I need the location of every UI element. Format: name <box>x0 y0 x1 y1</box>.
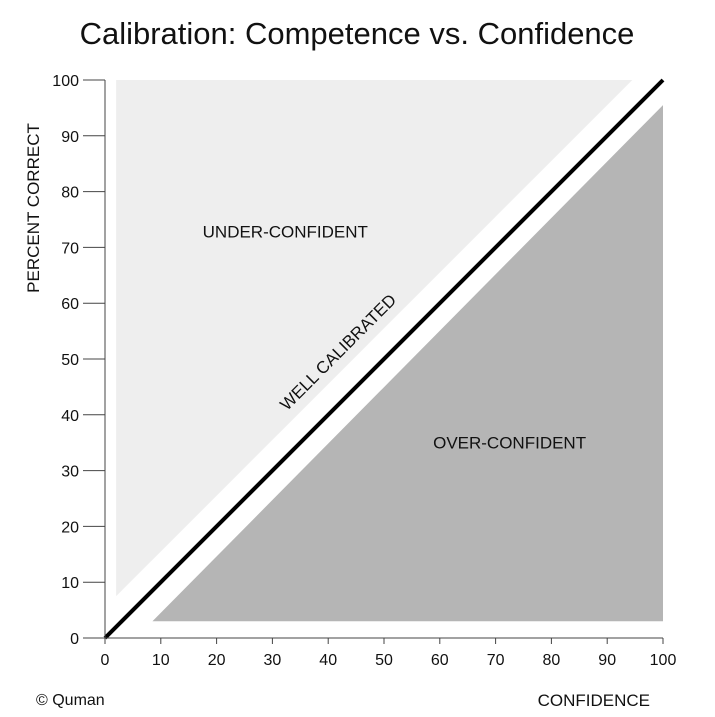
x-tick-label: 70 <box>487 652 505 669</box>
x-axis-label: CONFIDENCE <box>538 691 650 710</box>
x-tick-label: 80 <box>543 652 561 669</box>
y-tick-label: 0 <box>70 631 79 648</box>
y-tick-label: 70 <box>61 240 79 257</box>
y-axis-ticks: 0 10 20 30 40 50 60 70 80 90 100 <box>52 73 105 648</box>
under-confident-region <box>116 80 633 597</box>
under-confident-label: UNDER-CONFIDENT <box>203 222 368 241</box>
y-axis-label: PERCENT CORRECT <box>24 123 43 293</box>
x-tick-label: 50 <box>375 652 393 669</box>
x-tick-label: 10 <box>152 652 170 669</box>
y-tick-label: 40 <box>61 408 79 425</box>
chart-title: Calibration: Competence vs. Confidence <box>80 16 635 51</box>
y-tick-label: 20 <box>61 519 79 536</box>
over-confident-region <box>152 105 663 622</box>
x-tick-label: 90 <box>598 652 616 669</box>
over-confident-label: OVER-CONFIDENT <box>433 433 586 452</box>
y-tick-label: 30 <box>61 464 79 481</box>
x-tick-label: 40 <box>319 652 337 669</box>
y-tick-label: 80 <box>61 185 79 202</box>
x-tick-label: 100 <box>650 652 677 669</box>
x-axis-ticks: 0 10 20 30 40 50 60 70 80 90 100 <box>101 638 677 669</box>
y-tick-label: 10 <box>61 575 79 592</box>
y-tick-label: 90 <box>61 129 79 146</box>
copyright-credit: © Quman <box>36 692 105 709</box>
x-tick-label: 30 <box>264 652 282 669</box>
x-tick-label: 60 <box>431 652 449 669</box>
x-tick-label: 0 <box>101 652 110 669</box>
y-tick-label: 60 <box>61 296 79 313</box>
y-tick-label: 50 <box>61 352 79 369</box>
well-calibrated-line <box>103 78 665 640</box>
x-tick-label: 20 <box>208 652 226 669</box>
y-tick-label: 100 <box>52 73 79 90</box>
